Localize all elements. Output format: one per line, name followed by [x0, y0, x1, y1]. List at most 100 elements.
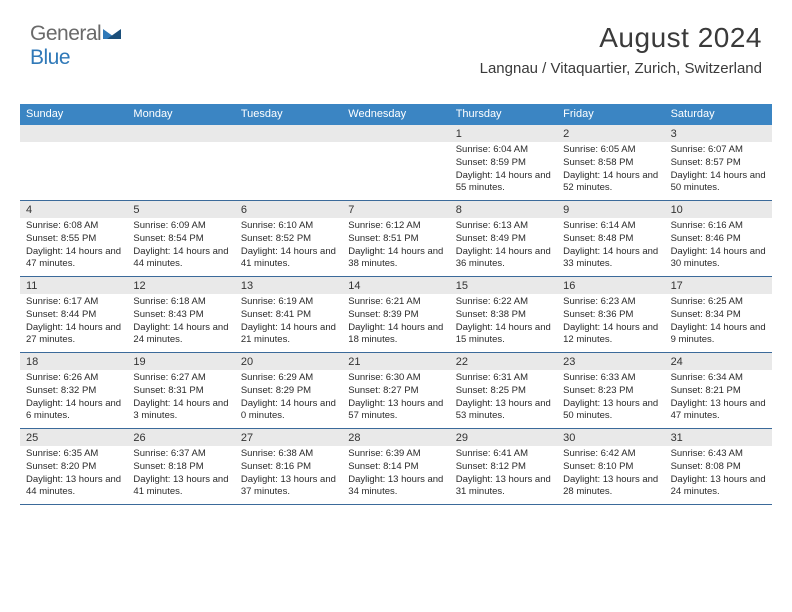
day-body: Sunrise: 6:41 AMSunset: 8:12 PMDaylight:…	[450, 446, 557, 504]
day-body: Sunrise: 6:08 AMSunset: 8:55 PMDaylight:…	[20, 218, 127, 276]
sunset-text: Sunset: 8:44 PM	[26, 309, 121, 322]
daylight-text: Daylight: 13 hours and 34 minutes.	[348, 474, 443, 500]
day-cell	[342, 125, 449, 200]
day-cell: 18Sunrise: 6:26 AMSunset: 8:32 PMDayligh…	[20, 353, 127, 428]
day-header-cell: Wednesday	[342, 104, 449, 125]
sunset-text: Sunset: 8:49 PM	[456, 233, 551, 246]
week-row: 11Sunrise: 6:17 AMSunset: 8:44 PMDayligh…	[20, 277, 772, 353]
day-number: 3	[665, 125, 772, 142]
day-cell	[20, 125, 127, 200]
day-cell: 16Sunrise: 6:23 AMSunset: 8:36 PMDayligh…	[557, 277, 664, 352]
sunrise-text: Sunrise: 6:07 AM	[671, 144, 766, 157]
day-cell: 26Sunrise: 6:37 AMSunset: 8:18 PMDayligh…	[127, 429, 234, 504]
day-cell: 4Sunrise: 6:08 AMSunset: 8:55 PMDaylight…	[20, 201, 127, 276]
sunset-text: Sunset: 8:31 PM	[133, 385, 228, 398]
sunset-text: Sunset: 8:41 PM	[241, 309, 336, 322]
daylight-text: Daylight: 14 hours and 0 minutes.	[241, 398, 336, 424]
sunrise-text: Sunrise: 6:39 AM	[348, 448, 443, 461]
sunset-text: Sunset: 8:08 PM	[671, 461, 766, 474]
sunrise-text: Sunrise: 6:27 AM	[133, 372, 228, 385]
daylight-text: Daylight: 14 hours and 47 minutes.	[26, 246, 121, 272]
day-body: Sunrise: 6:35 AMSunset: 8:20 PMDaylight:…	[20, 446, 127, 504]
sunrise-text: Sunrise: 6:12 AM	[348, 220, 443, 233]
day-number: 7	[342, 201, 449, 218]
sunset-text: Sunset: 8:54 PM	[133, 233, 228, 246]
sunset-text: Sunset: 8:10 PM	[563, 461, 658, 474]
sunset-text: Sunset: 8:12 PM	[456, 461, 551, 474]
day-body: Sunrise: 6:14 AMSunset: 8:48 PMDaylight:…	[557, 218, 664, 276]
day-cell: 24Sunrise: 6:34 AMSunset: 8:21 PMDayligh…	[665, 353, 772, 428]
day-body: Sunrise: 6:21 AMSunset: 8:39 PMDaylight:…	[342, 294, 449, 352]
sunset-text: Sunset: 8:20 PM	[26, 461, 121, 474]
sunrise-text: Sunrise: 6:33 AM	[563, 372, 658, 385]
sunrise-text: Sunrise: 6:34 AM	[671, 372, 766, 385]
day-number: 26	[127, 429, 234, 446]
day-cell: 31Sunrise: 6:43 AMSunset: 8:08 PMDayligh…	[665, 429, 772, 504]
sunset-text: Sunset: 8:55 PM	[26, 233, 121, 246]
sunset-text: Sunset: 8:57 PM	[671, 157, 766, 170]
day-number: 11	[20, 277, 127, 294]
sunrise-text: Sunrise: 6:10 AM	[241, 220, 336, 233]
sunset-text: Sunset: 8:48 PM	[563, 233, 658, 246]
day-body: Sunrise: 6:19 AMSunset: 8:41 PMDaylight:…	[235, 294, 342, 352]
day-header-cell: Monday	[127, 104, 234, 125]
day-body: Sunrise: 6:12 AMSunset: 8:51 PMDaylight:…	[342, 218, 449, 276]
sunset-text: Sunset: 8:14 PM	[348, 461, 443, 474]
header: August 2024 Langnau / Vitaquartier, Zuri…	[480, 22, 762, 77]
sunrise-text: Sunrise: 6:08 AM	[26, 220, 121, 233]
calendar: SundayMondayTuesdayWednesdayThursdayFrid…	[20, 104, 772, 505]
day-number: 29	[450, 429, 557, 446]
sunset-text: Sunset: 8:46 PM	[671, 233, 766, 246]
sunset-text: Sunset: 8:51 PM	[348, 233, 443, 246]
day-body: Sunrise: 6:26 AMSunset: 8:32 PMDaylight:…	[20, 370, 127, 428]
daylight-text: Daylight: 14 hours and 12 minutes.	[563, 322, 658, 348]
day-number: 14	[342, 277, 449, 294]
daylight-text: Daylight: 14 hours and 50 minutes.	[671, 170, 766, 196]
day-number	[20, 125, 127, 142]
logo-text-blue: Blue	[30, 46, 70, 69]
day-number: 10	[665, 201, 772, 218]
sunset-text: Sunset: 8:52 PM	[241, 233, 336, 246]
day-number: 6	[235, 201, 342, 218]
sunset-text: Sunset: 8:59 PM	[456, 157, 551, 170]
sunset-text: Sunset: 8:58 PM	[563, 157, 658, 170]
sunrise-text: Sunrise: 6:35 AM	[26, 448, 121, 461]
day-cell: 27Sunrise: 6:38 AMSunset: 8:16 PMDayligh…	[235, 429, 342, 504]
sunrise-text: Sunrise: 6:26 AM	[26, 372, 121, 385]
day-body	[235, 142, 342, 200]
daylight-text: Daylight: 14 hours and 44 minutes.	[133, 246, 228, 272]
day-number: 12	[127, 277, 234, 294]
day-cell: 21Sunrise: 6:30 AMSunset: 8:27 PMDayligh…	[342, 353, 449, 428]
day-body: Sunrise: 6:43 AMSunset: 8:08 PMDaylight:…	[665, 446, 772, 504]
sunrise-text: Sunrise: 6:31 AM	[456, 372, 551, 385]
day-body	[20, 142, 127, 200]
sunrise-text: Sunrise: 6:13 AM	[456, 220, 551, 233]
sunset-text: Sunset: 8:29 PM	[241, 385, 336, 398]
day-cell: 15Sunrise: 6:22 AMSunset: 8:38 PMDayligh…	[450, 277, 557, 352]
daylight-text: Daylight: 14 hours and 27 minutes.	[26, 322, 121, 348]
day-cell	[235, 125, 342, 200]
sunrise-text: Sunrise: 6:22 AM	[456, 296, 551, 309]
day-number: 18	[20, 353, 127, 370]
day-body	[342, 142, 449, 200]
daylight-text: Daylight: 14 hours and 38 minutes.	[348, 246, 443, 272]
day-cell: 7Sunrise: 6:12 AMSunset: 8:51 PMDaylight…	[342, 201, 449, 276]
sunset-text: Sunset: 8:43 PM	[133, 309, 228, 322]
day-cell: 6Sunrise: 6:10 AMSunset: 8:52 PMDaylight…	[235, 201, 342, 276]
sunrise-text: Sunrise: 6:30 AM	[348, 372, 443, 385]
sunrise-text: Sunrise: 6:37 AM	[133, 448, 228, 461]
sunrise-text: Sunrise: 6:04 AM	[456, 144, 551, 157]
day-cell: 8Sunrise: 6:13 AMSunset: 8:49 PMDaylight…	[450, 201, 557, 276]
day-number: 13	[235, 277, 342, 294]
sunrise-text: Sunrise: 6:09 AM	[133, 220, 228, 233]
day-number: 21	[342, 353, 449, 370]
sunrise-text: Sunrise: 6:42 AM	[563, 448, 658, 461]
daylight-text: Daylight: 13 hours and 24 minutes.	[671, 474, 766, 500]
sunrise-text: Sunrise: 6:38 AM	[241, 448, 336, 461]
daylight-text: Daylight: 13 hours and 28 minutes.	[563, 474, 658, 500]
day-number: 9	[557, 201, 664, 218]
daylight-text: Daylight: 13 hours and 53 minutes.	[456, 398, 551, 424]
day-cell: 28Sunrise: 6:39 AMSunset: 8:14 PMDayligh…	[342, 429, 449, 504]
sunset-text: Sunset: 8:16 PM	[241, 461, 336, 474]
day-number: 22	[450, 353, 557, 370]
